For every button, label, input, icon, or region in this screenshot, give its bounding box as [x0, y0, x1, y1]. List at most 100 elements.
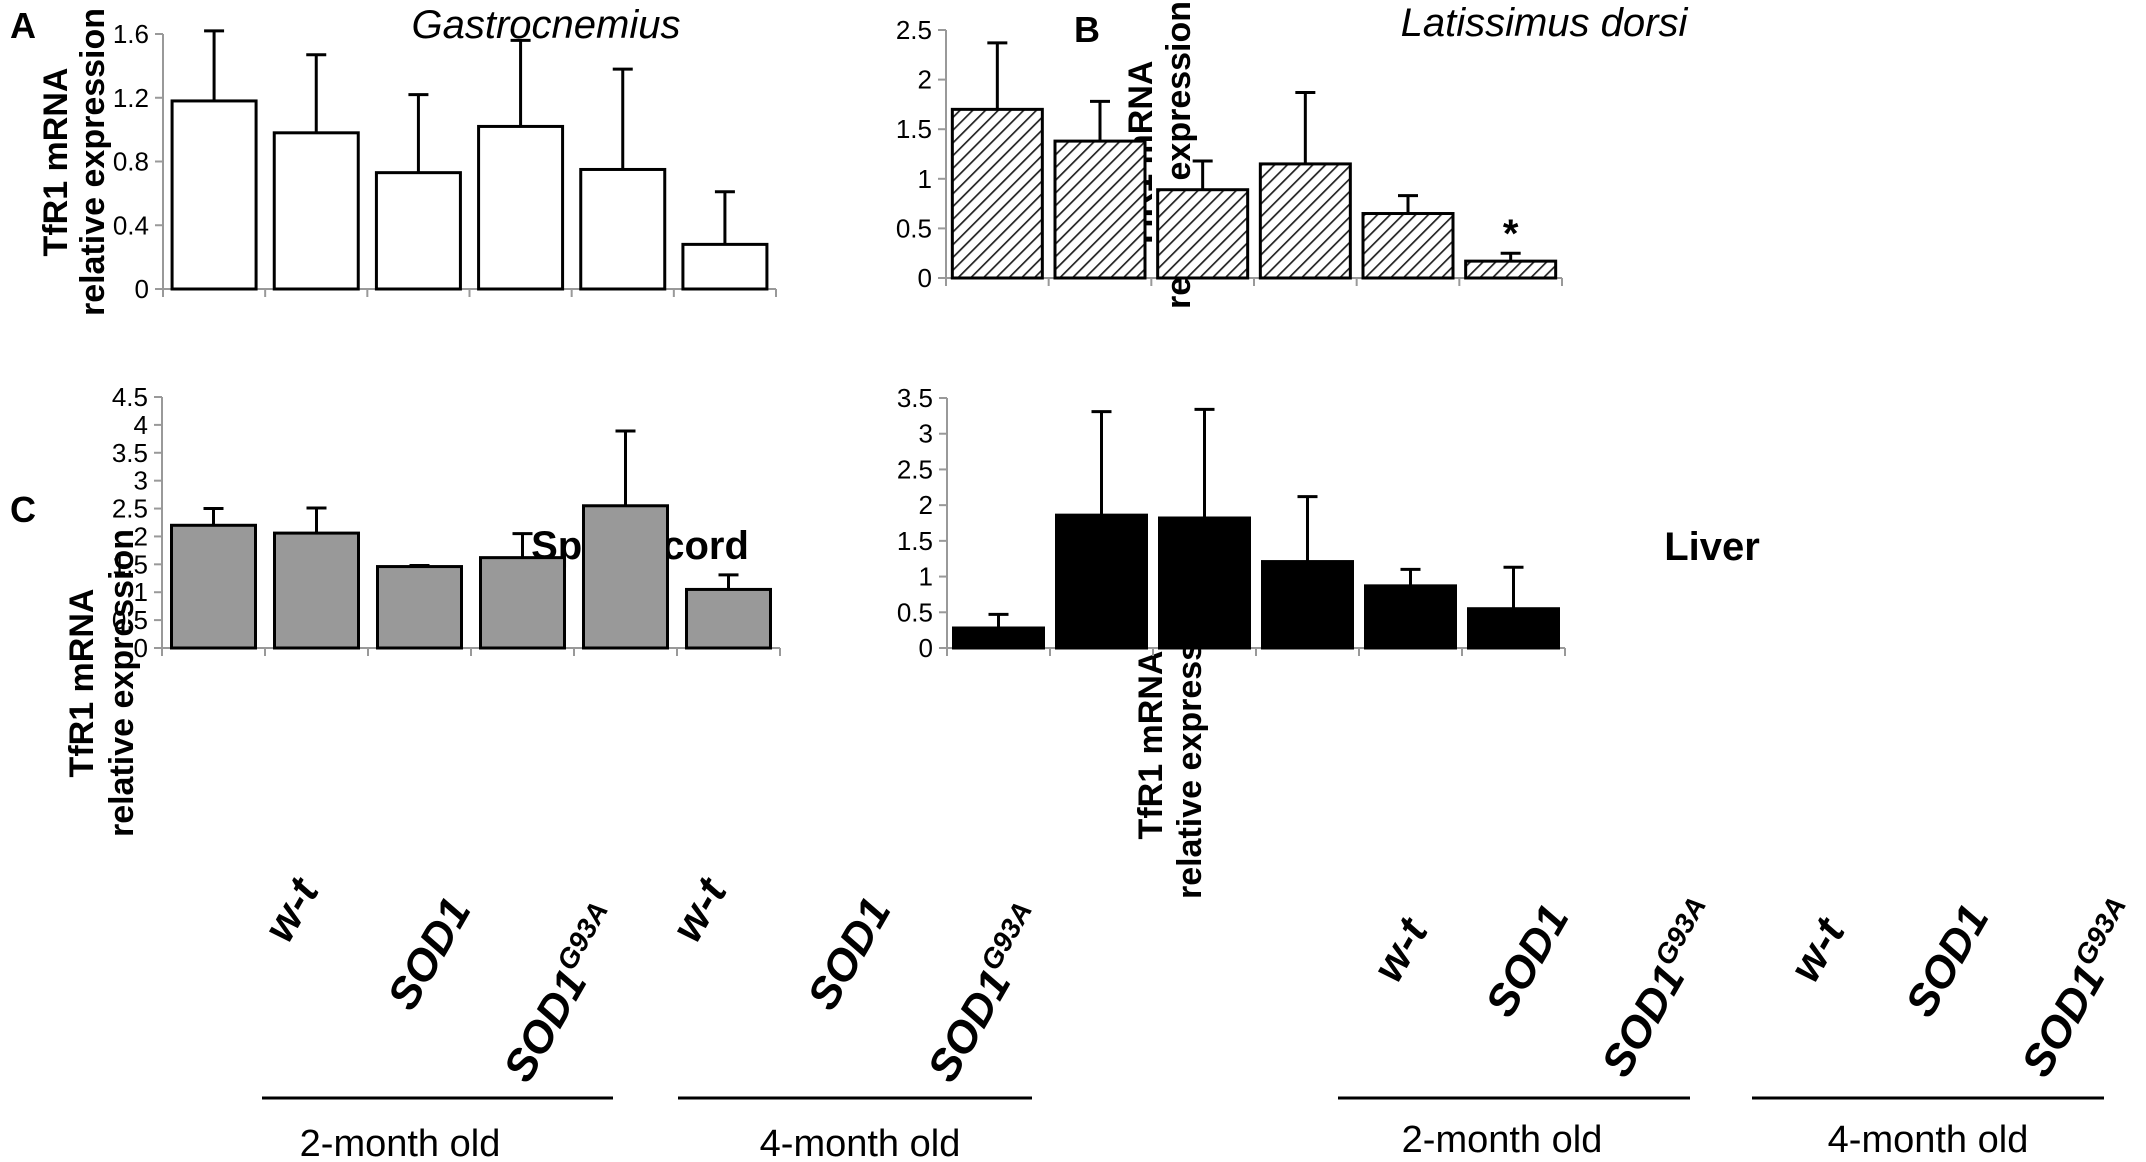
category-label-sod1g93a-superscript: G93A	[1649, 891, 1712, 970]
y-tick-label: 1	[134, 577, 148, 607]
bar	[1261, 560, 1354, 650]
y-tick-label: 1.5	[112, 549, 148, 579]
bar	[479, 556, 566, 650]
y-tick-label: 0	[919, 633, 933, 663]
bar	[1053, 139, 1147, 280]
panel-letter-c: C	[10, 489, 36, 530]
category-label-sod1g93a-superscript: G93A	[2069, 891, 2132, 970]
chart-title: Liver	[1664, 525, 1760, 569]
y-tick-label: 3.5	[112, 438, 148, 468]
bar	[170, 523, 257, 650]
age-groups: 2-month old 4-month old 2-month old 4-mo…	[262, 1096, 2104, 1162]
category-label-sod1g93a: SOD1G93A	[1589, 891, 1731, 1085]
plot-area: 0 0.5 1 1.5 2 2.5 *	[896, 15, 1563, 293]
category-label-sod1g93a-superscript: G93A	[975, 896, 1038, 975]
category-label-sod1g93a-base: SOD1	[1592, 957, 1694, 1085]
y-axis-label-line1: TfR1 mRNA	[37, 68, 75, 257]
bar	[1364, 584, 1457, 650]
plot-area: 00.511.522.533.544.5	[112, 382, 781, 663]
category-label-wt: w-t	[1780, 908, 1855, 990]
y-tick-label: 2.5	[897, 454, 933, 484]
y-tick-label: 0.4	[113, 210, 149, 240]
group-label-4-month-left: 4-month old	[760, 1123, 961, 1162]
y-axis-label-line1: TfR1 mRNA	[1132, 651, 1170, 840]
bar	[950, 107, 1044, 280]
group-label-2-month-left: 2-month old	[300, 1123, 501, 1162]
bar	[579, 167, 667, 291]
y-tick-label: 2	[134, 521, 148, 551]
chart-title: Latissimus dorsi	[1401, 1, 1689, 45]
category-label-sod1g93a: SOD1G93A	[915, 896, 1057, 1090]
y-tick-label: 1.2	[113, 83, 149, 113]
bar	[170, 99, 258, 291]
category-label-sod1g93a-superscript: G93A	[551, 896, 614, 975]
bar	[1055, 513, 1148, 650]
bar	[477, 124, 565, 291]
panel-d: D Liver TfR1 mRNA relative expression 00…	[897, 383, 1760, 899]
category-label-sod1g93a: SOD1G93A	[2009, 891, 2146, 1085]
y-tick-label: 2.5	[896, 15, 932, 45]
significance-marker: *	[1503, 212, 1519, 256]
group-label-4-month-right: 4-month old	[1828, 1119, 2029, 1161]
y-tick-label: 3	[919, 419, 933, 449]
category-label-sod1: SOD1	[1476, 897, 1578, 1025]
category-label-wt: w-t	[1363, 908, 1438, 990]
bar	[273, 531, 360, 650]
y-tick-label: 0	[134, 633, 148, 663]
bar	[376, 565, 463, 650]
y-axis-label-line2: relative expression	[103, 529, 141, 837]
chart-title: Gastrocnemius	[412, 3, 681, 47]
category-label-sod1: SOD1	[1896, 897, 1998, 1025]
y-tick-label: 0	[918, 263, 932, 293]
category-label-sod1g93a-base: SOD1	[494, 962, 596, 1090]
y-tick-label: 1.5	[896, 114, 932, 144]
y-tick-label: 2	[919, 490, 933, 520]
panel-b: B Latissimus dorsi TfR1 mRNA relative ex…	[896, 1, 1689, 309]
bar	[1158, 516, 1251, 650]
category-label-wt: w-t	[662, 868, 737, 950]
bar	[1467, 607, 1560, 650]
y-tick-label: 2.5	[112, 494, 148, 524]
bar	[1464, 259, 1558, 280]
category-label-sod1g93a: SOD1G93A	[491, 896, 633, 1090]
y-tick-label: 3.5	[897, 383, 933, 413]
bar	[685, 587, 772, 650]
y-tick-label: 4	[134, 410, 148, 440]
bar	[1258, 162, 1352, 280]
category-labels-right: w-t SOD1 SOD1G93A w-t SOD1 SOD1G93A	[1363, 891, 2146, 1085]
y-tick-label: 1	[918, 164, 932, 194]
plot-area: 0 0.4 0.8 1.2 1.6	[113, 19, 777, 304]
plot-area: 0 0.5 1 1.5 2 2.5 3 3.5	[897, 383, 1566, 663]
y-tick-label: 1.5	[897, 526, 933, 556]
y-tick-label: 1	[919, 562, 933, 592]
category-label-sod1g93a-base: SOD1	[2012, 957, 2114, 1085]
y-tick-label: 2	[918, 65, 932, 95]
y-tick-label: 0.5	[896, 213, 932, 243]
category-label-sod1g93a-base: SOD1	[918, 962, 1020, 1090]
category-label-sod1: SOD1	[378, 890, 480, 1018]
y-tick-label: 0.8	[113, 147, 149, 177]
y-tick-label: 0.5	[897, 597, 933, 627]
panel-a: A Gastrocnemius TfR1 mRNA relative expre…	[10, 3, 777, 316]
category-labels-left: w-t SOD1 SOD1G93A w-t SOD1 SOD1G93A	[254, 868, 1057, 1090]
y-tick-label: 0	[135, 274, 149, 304]
category-label-sod1: SOD1	[798, 890, 900, 1018]
y-tick-label: 0.5	[112, 605, 148, 635]
bar	[374, 171, 462, 291]
bar	[272, 131, 360, 291]
y-tick-label: 3	[134, 466, 148, 496]
bar	[1361, 212, 1455, 280]
category-label-wt: w-t	[254, 868, 329, 950]
bar	[1156, 188, 1250, 280]
bar	[582, 504, 669, 650]
group-label-2-month-right: 2-month old	[1402, 1119, 1603, 1161]
bar	[952, 626, 1045, 650]
bar	[681, 242, 769, 291]
panel-letter-a: A	[10, 5, 36, 46]
y-tick-label: 4.5	[112, 382, 148, 412]
y-axis-label-line1: TfR1 mRNA	[63, 589, 101, 778]
y-axis-label-line2: relative expression	[74, 8, 112, 316]
panel-letter-b: B	[1074, 9, 1100, 50]
panel-c: C Spinal cord TfR1 mRNA relative express…	[10, 382, 781, 837]
